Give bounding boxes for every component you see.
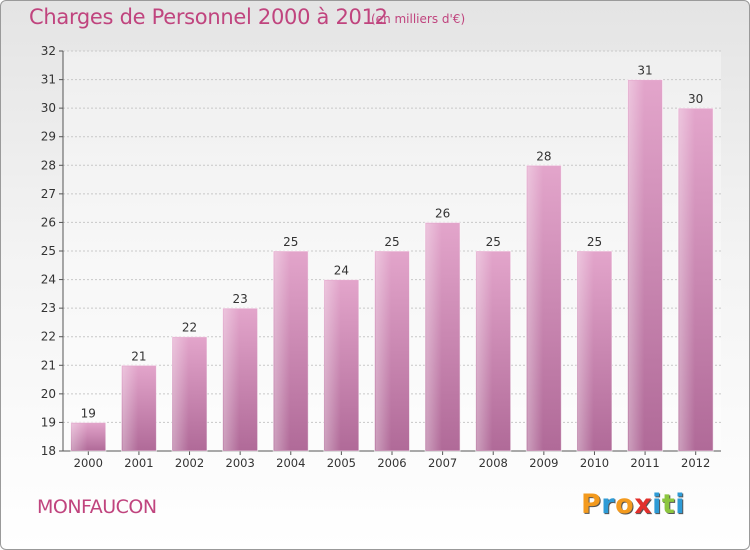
data-label-2006: 25 [384, 235, 399, 249]
x-tick-label-2009: 2009 [529, 456, 558, 470]
data-label-2004: 25 [283, 235, 298, 249]
data-label-2000: 19 [81, 406, 96, 420]
bar-highlight [122, 366, 139, 450]
y-tick-label: 32 [41, 44, 56, 58]
data-label-2011: 31 [637, 64, 652, 78]
data-label-2012: 30 [688, 92, 703, 106]
x-tick-label-2003: 2003 [226, 456, 255, 470]
x-tick-label-2010: 2010 [580, 456, 609, 470]
bar-highlight [628, 80, 645, 451]
bar-highlight [527, 166, 544, 451]
chart-subtitle: (en milliers d'€) [371, 12, 466, 26]
bar-highlight [223, 309, 240, 450]
bar-highlight [324, 280, 341, 450]
bar-highlight [173, 337, 189, 450]
y-tick-label: 18 [41, 444, 56, 458]
x-tick-label-2012: 2012 [681, 456, 710, 470]
chart-title: Charges de Personnel 2000 à 2012 [29, 5, 388, 29]
y-tick-label: 24 [41, 273, 56, 287]
data-label-2008: 25 [486, 235, 501, 249]
data-label-2002: 22 [182, 321, 197, 335]
x-tick-label-2004: 2004 [276, 456, 305, 470]
y-tick-label: 28 [41, 158, 56, 172]
y-tick-label: 26 [41, 215, 56, 229]
y-tick-label: 22 [41, 330, 56, 344]
x-tick-label-2011: 2011 [630, 456, 659, 470]
data-label-2005: 24 [334, 264, 349, 278]
commune-name: MONFAUCON [37, 496, 157, 518]
y-tick-label: 31 [41, 73, 56, 87]
x-tick-label-2002: 2002 [175, 456, 204, 470]
logo-letter: i [652, 489, 662, 520]
y-tick-label: 27 [41, 187, 56, 201]
bar-highlight [375, 252, 392, 450]
x-tick-label-2005: 2005 [327, 456, 356, 470]
y-tick-label: 20 [41, 387, 56, 401]
logo-letter: o [615, 489, 635, 520]
logo-letter: i [675, 489, 686, 520]
x-tick-label-2001: 2001 [124, 456, 153, 470]
x-tick-label-2006: 2006 [377, 456, 406, 470]
bar-highlight [274, 252, 291, 450]
bar-highlight [476, 252, 493, 450]
y-tick-label: 30 [41, 101, 56, 115]
logo-letter: P [581, 489, 602, 520]
logo-letter: t [661, 489, 676, 520]
data-label-2007: 26 [435, 206, 450, 220]
y-tick-label: 19 [41, 415, 56, 429]
x-tick-label-2007: 2007 [428, 456, 457, 470]
x-tick-label-2008: 2008 [479, 456, 508, 470]
logo-letter: x [634, 489, 653, 520]
logo-letter: r [601, 489, 616, 520]
y-tick-label: 25 [41, 244, 56, 258]
bar-highlight [426, 223, 442, 450]
y-tick-label: 29 [41, 130, 56, 144]
data-label-2010: 25 [587, 235, 602, 249]
data-label-2003: 23 [233, 292, 248, 306]
x-tick-label-2000: 2000 [74, 456, 103, 470]
data-label-2009: 28 [536, 149, 551, 163]
bar-highlight [679, 109, 695, 451]
y-tick-label: 23 [41, 301, 56, 315]
bar-highlight [577, 252, 594, 450]
y-tick-label: 21 [41, 358, 56, 372]
proxiti-logo: Proxiti [581, 489, 685, 520]
bar-highlight [71, 423, 88, 450]
data-label-2001: 21 [131, 349, 146, 363]
